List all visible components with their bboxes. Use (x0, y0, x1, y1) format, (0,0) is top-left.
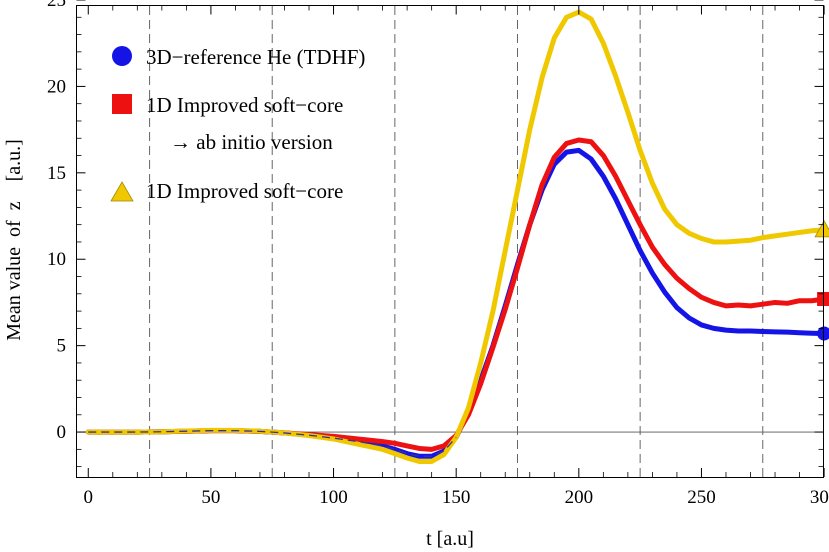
y-tick-label: 10 (47, 249, 66, 270)
legend-label-soft-core: 1D Improved soft−core (146, 179, 343, 203)
axis-ticks: 0 50 100 150 200 250 300 0 5 10 15 20 25 (47, 0, 829, 508)
legend-marker-square (112, 94, 132, 114)
x-tick-label: 300 (810, 487, 829, 508)
x-tick-label: 250 (687, 487, 716, 508)
x-tick-label: 50 (201, 487, 220, 508)
y-tick-label: 0 (57, 422, 67, 443)
series-lines (85, 9, 829, 464)
y-tick-label: 5 (57, 336, 67, 357)
legend-label-tdhf: 3D−reference He (TDHF) (146, 45, 365, 69)
y-axis-title: Mean value of z [a.u.] (3, 139, 25, 341)
plot-frame (76, 5, 824, 478)
dashed-reference-lines (149, 5, 764, 477)
x-axis-title: t [a.u] (426, 528, 474, 550)
x-tick-label: 0 (84, 487, 94, 508)
y-tick-label: 25 (47, 0, 66, 11)
y-tick-label: 20 (47, 76, 66, 97)
legend-marker-triangle (110, 181, 134, 202)
x-tick-label: 150 (442, 487, 471, 508)
legend-label-ab-initio: 1D Improved soft−core (146, 93, 343, 117)
legend-label-ab-initio-line2: → ab initio version (170, 130, 333, 154)
legend-marker-circle (112, 46, 132, 66)
y-tick-label: 15 (47, 163, 66, 184)
legend: 3D−reference He (TDHF) 1D Improved soft−… (110, 45, 365, 203)
x-tick-label: 100 (319, 487, 348, 508)
x-tick-label: 200 (565, 487, 594, 508)
